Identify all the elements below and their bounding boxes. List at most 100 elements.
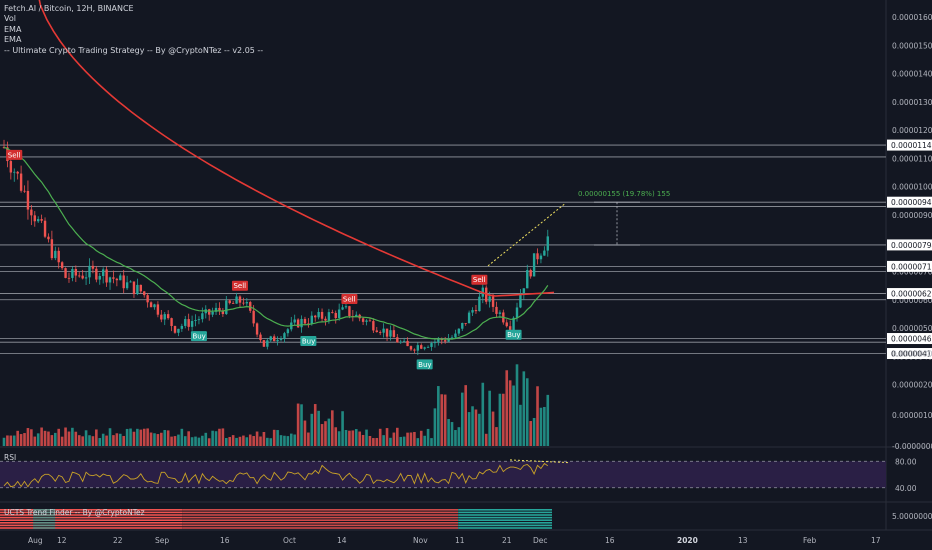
x-tick-label: Oct (283, 536, 296, 545)
trend-stripe-up (458, 522, 552, 524)
volume-bar (252, 436, 255, 446)
legend-ema-1[interactable]: EMA (4, 24, 22, 34)
price-label-box (887, 196, 932, 208)
candle-body (60, 262, 64, 269)
volume-bar (173, 436, 177, 446)
volume-bar (467, 412, 471, 446)
candle-body (399, 341, 402, 343)
legend-ema-2[interactable]: EMA (4, 35, 22, 45)
candle-body (255, 323, 259, 335)
x-tick-label: Aug (28, 536, 43, 545)
candle-body (272, 336, 276, 342)
volume-bar (64, 427, 67, 446)
volume-bar (341, 411, 344, 446)
trend-stripe-up (458, 511, 552, 514)
candle-body (50, 239, 54, 259)
candle-body (242, 302, 245, 304)
volume-bar (354, 429, 358, 446)
volume-bar (532, 417, 536, 446)
volume-bar (50, 435, 54, 446)
candle-body (478, 296, 481, 312)
volume-bar (505, 370, 509, 446)
candle-body (136, 284, 139, 295)
volume-bar (160, 432, 163, 446)
candle-body (293, 319, 296, 323)
volume-bar (180, 428, 184, 446)
trend-title[interactable]: UCTS Trend Finder -- By @CryptoNTez (4, 508, 145, 517)
trend-stripe-down (0, 511, 183, 514)
candle-body (546, 236, 549, 251)
price-label-box (887, 139, 932, 151)
volume-bar (6, 435, 9, 446)
signal-sell-label: Sell (343, 296, 356, 304)
candle-body (40, 219, 43, 221)
volume-tick-label: 0.00000100 (892, 411, 932, 420)
candle-body (214, 307, 218, 312)
volume-bar (337, 431, 341, 446)
candle-body (437, 338, 440, 342)
rsi-title[interactable]: RSI (4, 453, 17, 462)
volume-bar (190, 437, 194, 446)
price-label: 0.00000794 (891, 241, 932, 250)
candle-body (231, 303, 235, 304)
legend-strategy[interactable]: -- Ultimate Crypto Trading Strategy -- B… (4, 45, 264, 55)
volume-bar (361, 434, 365, 446)
volume-bar (95, 429, 98, 446)
candle-body (54, 250, 57, 259)
volume-bar (77, 435, 81, 446)
volume-bar (389, 437, 392, 446)
candle-body (47, 236, 50, 240)
candle-body (396, 337, 399, 343)
candle-body (276, 339, 279, 342)
candle-body (23, 190, 26, 192)
x-tick-label: 17 (871, 536, 881, 545)
trend-stripe-up (33, 511, 56, 514)
volume-bar (36, 433, 40, 446)
candle-body (166, 314, 170, 319)
candle-body (348, 306, 351, 317)
candle-body (361, 318, 365, 322)
candle-body (495, 306, 498, 314)
candle-body (119, 275, 122, 281)
legend-symbol[interactable]: Fetch.AI / Bitcoin, 12H, BINANCE (4, 4, 134, 13)
candle-body (201, 313, 204, 320)
volume-bar (457, 427, 461, 446)
candle-body (245, 302, 249, 304)
volume-bar (183, 436, 187, 446)
candle-body (532, 253, 536, 277)
volume-bar (495, 427, 498, 446)
candle-body (539, 255, 543, 260)
volume-bar (525, 378, 529, 446)
signal-sell-label: Sell (8, 151, 21, 159)
volume-bar (289, 433, 293, 446)
candle-body (197, 319, 201, 321)
trend-stripe-up (33, 516, 56, 519)
legend-vol[interactable]: Vol (4, 14, 16, 24)
volume-bar (409, 432, 413, 446)
volume-bar (348, 430, 351, 446)
volume-bar (74, 431, 78, 446)
candle-body (98, 276, 101, 280)
candle-body (327, 312, 331, 321)
volume-bar (57, 428, 61, 446)
volume-bar (47, 431, 50, 446)
candle-body (420, 345, 423, 349)
candle-body (454, 333, 457, 338)
candle-body (163, 314, 166, 320)
candle-body (461, 322, 464, 329)
volume-bar (416, 438, 420, 446)
price-label-box (887, 288, 932, 300)
trend-stripe-down (0, 516, 183, 519)
x-tick-label: 21 (502, 536, 512, 545)
candle-body (341, 307, 344, 310)
volume-bar (153, 433, 156, 446)
candle-body (30, 209, 33, 216)
candle-body (184, 319, 187, 326)
volume-bar (40, 427, 43, 446)
volume-bar (447, 419, 450, 446)
volume-bar (320, 424, 324, 446)
volume-bar (101, 433, 105, 446)
price-label: 0.00001147 (891, 141, 932, 150)
